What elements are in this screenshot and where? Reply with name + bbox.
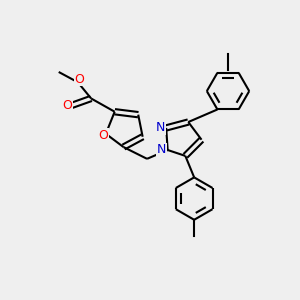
Text: O: O [63, 99, 73, 112]
Text: O: O [74, 73, 84, 86]
Text: N: N [156, 122, 165, 134]
Text: O: O [98, 129, 108, 142]
Text: N: N [157, 143, 167, 157]
